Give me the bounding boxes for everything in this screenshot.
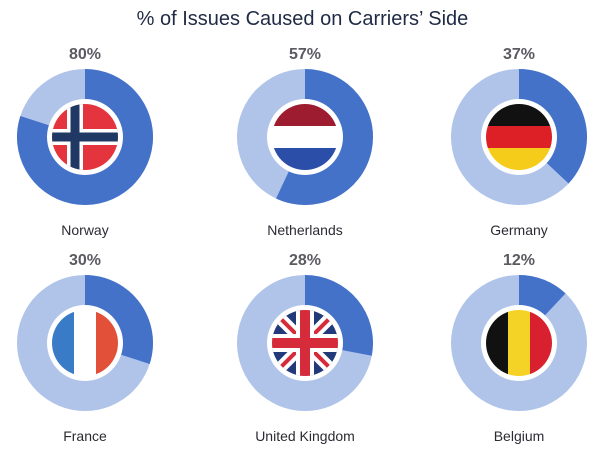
- donut-panel-united-kingdom: 28% United Kingdom: [210, 252, 400, 457]
- donut-value-slice: [17, 69, 153, 205]
- country-label: United Kingdom: [255, 428, 355, 444]
- donut-chart: [451, 69, 587, 205]
- value-label: 80%: [68, 46, 102, 63]
- country-label: Germany: [490, 222, 548, 238]
- france-flag-icon: [52, 310, 118, 376]
- country-label: Belgium: [493, 428, 545, 444]
- donut-panel-belgium: 12% Belgium: [424, 252, 605, 457]
- donut-panel-netherlands: 57% Netherlands: [210, 46, 400, 251]
- value-label: 12%: [502, 252, 536, 269]
- country-label: Netherlands: [267, 222, 343, 238]
- donut-chart: [17, 275, 153, 411]
- chart-title: % of Issues Caused on Carriers’ Side: [136, 8, 469, 30]
- value-label: 57%: [288, 46, 322, 63]
- donut-panel-norway: 80% Norway: [0, 46, 180, 251]
- country-label: France: [63, 428, 107, 444]
- donut-panel-germany: 37% Germany: [424, 46, 605, 251]
- value-label: 37%: [502, 46, 536, 63]
- donut-panel-france: 30% France: [0, 252, 180, 457]
- donut-chart: [451, 275, 587, 411]
- value-label: 28%: [288, 252, 322, 269]
- belgium-flag-icon: [486, 310, 552, 376]
- donut-chart: [237, 69, 373, 205]
- country-label: Norway: [61, 222, 109, 238]
- norway-flag-icon: [52, 104, 118, 170]
- united-kingdom-flag-icon: [272, 310, 338, 376]
- donut-chart: [237, 275, 373, 411]
- netherlands-flag-icon: [272, 104, 338, 170]
- germany-flag-icon: [486, 104, 552, 170]
- donut-chart: [17, 69, 153, 205]
- value-label: 30%: [68, 252, 102, 269]
